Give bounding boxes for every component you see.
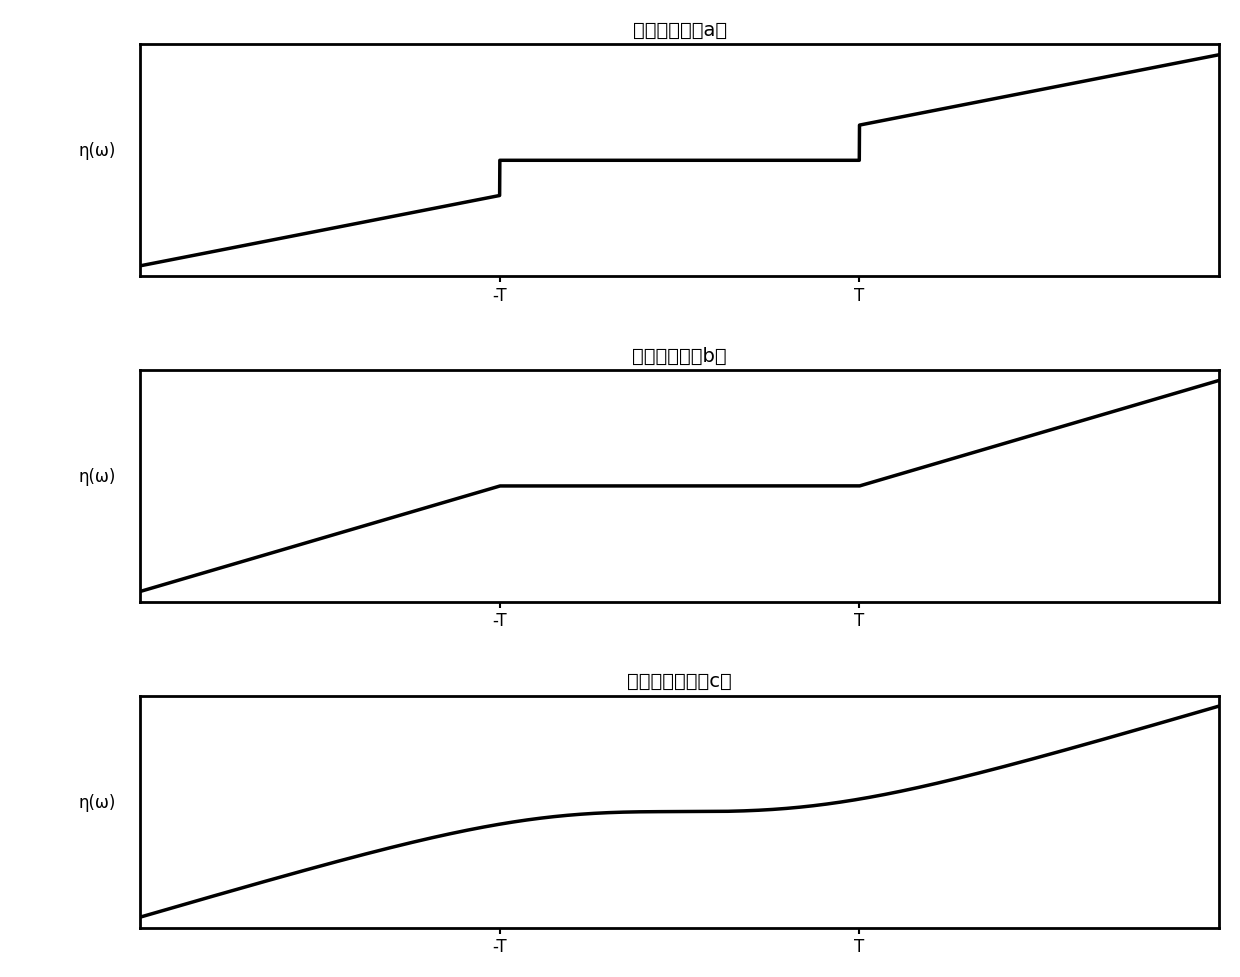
Title: 软阈值信号（b）: 软阈值信号（b） [632, 347, 727, 365]
Title: 硬阈值信号（a）: 硬阈值信号（a） [632, 21, 727, 40]
Y-axis label: η(ω): η(ω) [78, 468, 115, 486]
Y-axis label: η(ω): η(ω) [78, 793, 115, 812]
Y-axis label: η(ω): η(ω) [78, 143, 115, 160]
Title: 改进阈值信号（c）: 改进阈值信号（c） [627, 672, 732, 691]
